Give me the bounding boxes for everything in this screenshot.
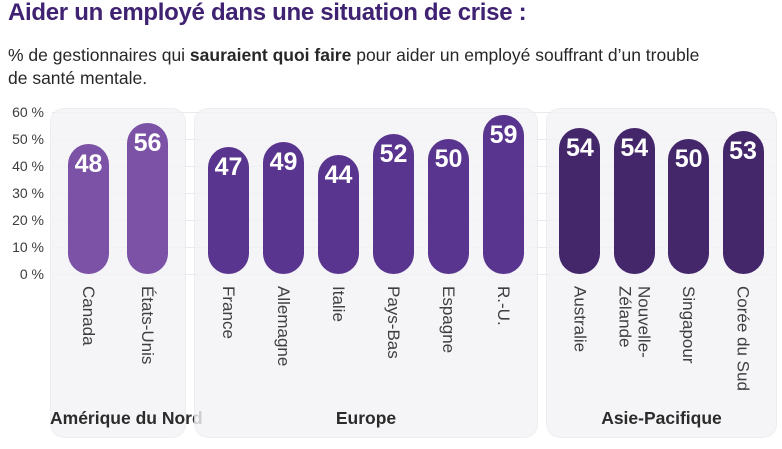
y-axis-tick-label: 10 % <box>12 239 44 255</box>
bar-value-label: 54 <box>565 134 594 162</box>
region-card: 54 54 50 53 Australie Nouvelle- Zélande Singap… <box>546 108 777 438</box>
subtitle-suffix: pour aider un employé souffrant d’un tro… <box>8 45 700 88</box>
region-card: 48 56 Canada États-Unis Amérique du Nord <box>50 108 203 438</box>
country-label-slot: Nouvelle- Zélande <box>614 286 655 391</box>
page-title: Aider un employé dans une situation de c… <box>8 0 527 26</box>
region-card: 47 49 44 52 50 59 France Allemagne Italie Pays-Ba… <box>194 108 538 438</box>
country-label-slot: Italie <box>318 286 359 366</box>
bars-row: 48 56 <box>50 108 186 274</box>
bar: 59 <box>483 115 524 274</box>
bar-value-label: 54 <box>620 134 649 162</box>
country-label: Italie <box>329 286 348 322</box>
country-label: Espagne <box>439 286 458 354</box>
country-label: France <box>219 286 238 339</box>
country-label-slot: Pays-Bas <box>373 286 414 366</box>
bar: 48 <box>68 144 109 274</box>
bar-value-label: 56 <box>133 129 162 157</box>
country-label: R.-U. <box>494 286 513 326</box>
bar-value-label: 50 <box>674 145 703 173</box>
country-label: Pays-Bas <box>384 286 403 359</box>
country-label: Corée du Sud <box>733 286 753 391</box>
bar-value-label: 47 <box>214 153 243 181</box>
country-label-slot: R.-U. <box>483 286 524 366</box>
chart-subtitle: % de gestionnaires qui sauraient quoi fa… <box>8 44 714 90</box>
country-labels-row: Australie Nouvelle- Zélande Singapour Corée… <box>546 286 777 391</box>
country-label: Canada <box>79 286 98 346</box>
bar-value-label: 49 <box>269 148 298 176</box>
bar-value-label: 52 <box>379 140 408 168</box>
bar: 47 <box>208 147 249 274</box>
bars-row: 54 54 50 53 <box>546 108 777 274</box>
y-axis-tick-label: 30 % <box>12 185 44 201</box>
y-axis-tick-label: 40 % <box>12 158 44 174</box>
bar: 50 <box>668 139 710 274</box>
region-label: Asie-Pacifique <box>601 408 722 428</box>
country-label-slot: Espagne <box>428 286 469 366</box>
y-axis-tick-label: 20 % <box>12 212 44 228</box>
bar: 54 <box>613 128 655 274</box>
country-label-slot: Australie <box>559 286 600 391</box>
country-labels-row: Canada États-Unis <box>50 286 186 364</box>
bar-value-label: 48 <box>74 150 103 178</box>
country-label-slot: Singapour <box>668 286 709 391</box>
country-label-slot: Canada <box>68 286 109 364</box>
country-labels-row: France Allemagne Italie Pays-Bas Espagne R.-U… <box>194 286 538 366</box>
bar: 44 <box>318 155 359 274</box>
bar: 49 <box>263 142 304 274</box>
region-label: Europe <box>335 408 397 428</box>
subtitle-prefix: % de gestionnaires qui <box>8 45 190 65</box>
country-label-slot: Allemagne <box>263 286 304 366</box>
country-label: Singapour <box>679 286 699 364</box>
bars-row: 47 49 44 52 50 59 <box>194 108 538 274</box>
country-label-slot: France <box>208 286 249 366</box>
y-axis-tick-label: 0 % <box>19 266 44 282</box>
bar-value-label: 44 <box>324 161 353 189</box>
country-label: États-Unis <box>138 286 157 365</box>
bar-value-label: 50 <box>434 145 463 173</box>
bar: 50 <box>428 139 469 274</box>
bar: 54 <box>559 128 601 274</box>
y-axis-tick-label: 50 % <box>12 131 44 147</box>
country-label: Nouvelle- Zélande <box>615 286 654 358</box>
region-label: Amérique du Nord <box>50 408 203 428</box>
bar: 56 <box>127 123 168 274</box>
country-label-slot: États-Unis <box>127 286 168 364</box>
country-label: Australie <box>570 286 590 353</box>
subtitle-bold: sauraient quoi faire <box>189 45 352 65</box>
country-label: Allemagne <box>274 286 293 367</box>
bar: 52 <box>373 134 414 274</box>
bar: 53 <box>722 131 764 274</box>
bar-value-label: 59 <box>489 121 518 149</box>
y-axis-tick-label: 60 % <box>12 104 44 120</box>
country-label-slot: Corée du Sud <box>723 286 764 391</box>
bar-value-label: 53 <box>729 137 757 165</box>
